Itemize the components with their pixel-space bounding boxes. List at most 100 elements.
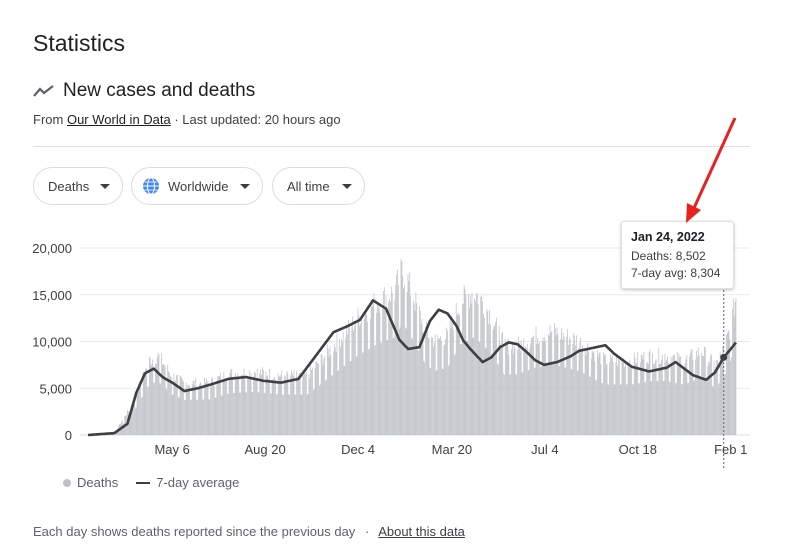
- bar: [154, 382, 155, 435]
- bar: [496, 317, 497, 435]
- section-header: New cases and deaths: [33, 80, 255, 102]
- bar: [251, 392, 253, 435]
- bar: [277, 373, 279, 435]
- bar: [440, 336, 441, 435]
- bar: [134, 408, 136, 435]
- bar: [422, 332, 424, 435]
- source-line: From Our World in Data · Last updated: 2…: [33, 112, 341, 127]
- bar: [663, 381, 665, 435]
- bar: [365, 310, 367, 435]
- bar: [731, 357, 732, 435]
- bar: [653, 363, 654, 435]
- bar: [366, 314, 368, 435]
- bar: [330, 354, 332, 435]
- bar: [646, 363, 647, 435]
- bar: [593, 351, 595, 435]
- bar: [262, 367, 263, 435]
- bar: [699, 378, 701, 435]
- bar: [175, 380, 176, 435]
- bar: [272, 379, 274, 435]
- bar: [693, 380, 695, 435]
- bar: [525, 346, 526, 435]
- bar: [487, 311, 489, 435]
- bar: [590, 358, 592, 435]
- bar: [402, 275, 404, 435]
- bar: [383, 287, 385, 435]
- bar: [547, 334, 549, 435]
- bar: [582, 345, 583, 435]
- bar: [597, 356, 599, 435]
- bar: [561, 339, 563, 435]
- bar: [248, 378, 249, 435]
- bar: [633, 352, 635, 435]
- bar: [166, 389, 168, 435]
- bar: [212, 377, 213, 435]
- bar: [413, 303, 415, 435]
- bar: [374, 345, 376, 435]
- bar: [654, 363, 655, 435]
- source-link[interactable]: Our World in Data: [66, 112, 171, 127]
- bar: [191, 399, 192, 435]
- bar: [526, 343, 528, 435]
- bar: [357, 308, 359, 435]
- bar: [542, 337, 544, 435]
- deaths-chart[interactable]: 20,000 15,000 10,000 5,000 0 May 6 Aug 20 Dec 4…: [0, 220, 795, 470]
- bar: [128, 417, 130, 435]
- bar: [452, 323, 454, 435]
- metric-dropdown-label: Deaths: [48, 178, 90, 194]
- bar: [562, 332, 564, 435]
- bar: [450, 327, 452, 435]
- bar: [184, 399, 186, 435]
- bar: [246, 392, 248, 435]
- bar: [391, 293, 393, 435]
- bar: [536, 343, 538, 435]
- bar: [561, 328, 562, 435]
- bar: [662, 381, 664, 435]
- region-dropdown[interactable]: Worldwide: [131, 167, 263, 205]
- bar: [367, 321, 369, 435]
- bar: [308, 374, 310, 435]
- bar: [583, 373, 585, 435]
- chevron-down-icon: [342, 183, 352, 189]
- bar: [533, 368, 535, 435]
- bar: [661, 354, 663, 435]
- bar: [533, 336, 534, 435]
- bar: [333, 351, 334, 435]
- range-dropdown[interactable]: All time: [272, 167, 365, 205]
- bar: [429, 367, 431, 435]
- bar: [255, 378, 257, 435]
- bar: [196, 399, 198, 435]
- bar: [254, 371, 255, 435]
- bar: [512, 353, 514, 435]
- bar: [356, 356, 358, 435]
- bar: [599, 352, 601, 435]
- bar: [691, 349, 693, 435]
- legend-average: 7-day average: [136, 475, 239, 490]
- bar: [269, 368, 270, 435]
- bar: [677, 362, 679, 435]
- bar: [408, 281, 410, 435]
- bar: [545, 341, 547, 435]
- bar: [477, 304, 479, 435]
- bar: [298, 375, 299, 435]
- bar: [549, 324, 551, 435]
- bar: [511, 349, 512, 435]
- bar: [190, 399, 191, 435]
- bar: [163, 364, 165, 435]
- bar: [224, 379, 226, 435]
- bar: [611, 357, 612, 435]
- bar: [674, 354, 675, 435]
- bar: [286, 370, 288, 435]
- bar: [493, 326, 495, 435]
- bar: [525, 348, 527, 435]
- about-data-link[interactable]: About this data: [378, 524, 465, 539]
- bar: [167, 364, 169, 435]
- bar: [237, 372, 239, 435]
- bar: [580, 337, 582, 435]
- bar: [572, 344, 574, 435]
- bar: [425, 326, 426, 435]
- bar: [656, 381, 658, 435]
- metric-dropdown[interactable]: Deaths: [33, 167, 123, 205]
- tooltip-date: Jan 24, 2022: [631, 230, 705, 244]
- bar: [520, 340, 522, 435]
